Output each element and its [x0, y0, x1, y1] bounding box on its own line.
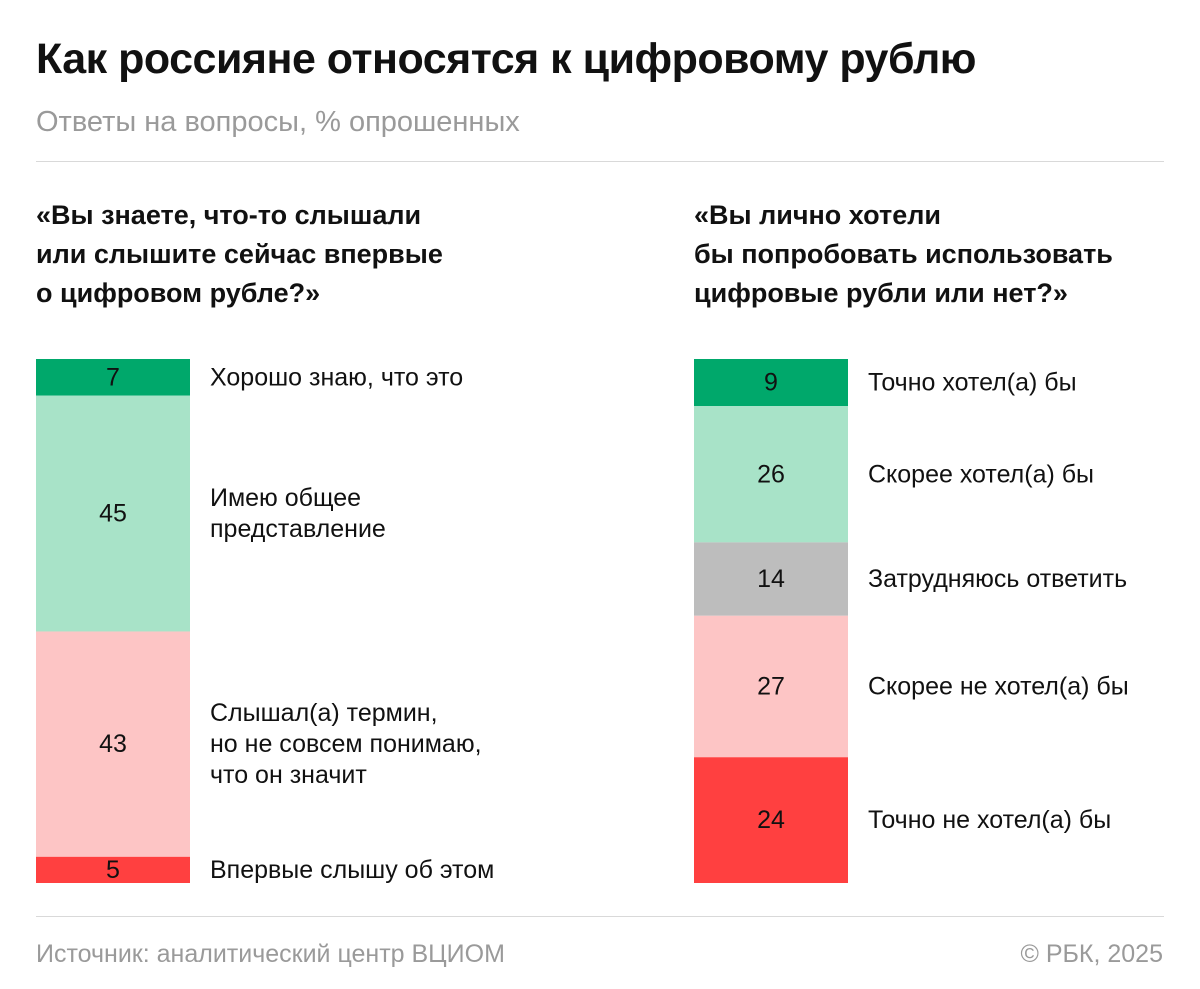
awareness-bar-segment-1 [36, 395, 190, 632]
awareness-value-label-3: 5 [106, 856, 120, 884]
willingness-value-label-0: 9 [764, 369, 778, 397]
awareness-value-label-2: 43 [99, 730, 127, 758]
willingness-bar-segment-3 [694, 615, 848, 758]
awareness-stacked-bar: 7 Хорошо знаю, что это 45 Имею общее предста… [36, 359, 494, 884]
question-awareness: «Вы знаете, что-то слышали или слышите с… [36, 200, 443, 308]
willingness-category-label-0-line-0: Точно хотел(а) бы [868, 369, 1077, 397]
awareness-category-label-0-line-0: Хорошо знаю, что это [210, 363, 463, 391]
willingness-bar-segment-0 [694, 359, 848, 407]
bottom-divider [36, 916, 1164, 917]
willingness-bar-segment-2 [694, 542, 848, 616]
willingness-stacked-bar: 9 Точно хотел(а) бы 26 Скорее хотел(а) бы 14… [694, 359, 1129, 883]
willingness-value-label-2: 14 [757, 565, 785, 593]
awareness-category-label-2-line-2: что он значит [210, 761, 367, 789]
awareness-category-label-3-line-0: Впервые слышу об этом [210, 856, 494, 884]
awareness-category-label-2-line-1: но не совсем понимаю, [210, 730, 482, 758]
willingness-category-label-2-line-0: Затрудняюсь ответить [868, 565, 1127, 593]
source-note: Источник: аналитический центр ВЦИОМ [36, 940, 505, 968]
awareness-value-label-0: 7 [106, 363, 120, 391]
copyright-note: © РБК, 2025 [1020, 940, 1163, 968]
awareness-category-label-2-line-0: Слышал(а) термин, [210, 699, 438, 727]
willingness-value-label-1: 26 [757, 460, 785, 488]
question-willingness: «Вы лично хотели бы попробовать использо… [694, 200, 1113, 308]
awareness-bar-segment-2 [36, 631, 190, 857]
willingness-value-label-3: 27 [757, 673, 785, 701]
willingness-category-label-3-line-0: Скорее не хотел(а) бы [868, 673, 1129, 701]
awareness-bar-segment-3 [36, 856, 190, 883]
willingness-bar-segment-1 [694, 406, 848, 543]
willingness-category-label-4-line-0: Точно не хотел(а) бы [868, 806, 1111, 834]
willingness-bar-segment-4 [694, 757, 848, 883]
awareness-bar-segment-0 [36, 359, 190, 396]
awareness-value-label-1: 45 [99, 500, 127, 528]
chart-title: Как россияне относятся к цифровому рублю [36, 35, 976, 83]
willingness-value-label-4: 24 [757, 806, 785, 834]
awareness-category-label-1-line-1: представление [210, 515, 386, 543]
chart-subtitle: Ответы на вопросы, % опрошенных [36, 106, 520, 138]
top-divider [36, 161, 1164, 162]
awareness-category-label-1-line-0: Имею общее [210, 484, 361, 512]
willingness-category-label-1-line-0: Скорее хотел(а) бы [868, 460, 1094, 488]
